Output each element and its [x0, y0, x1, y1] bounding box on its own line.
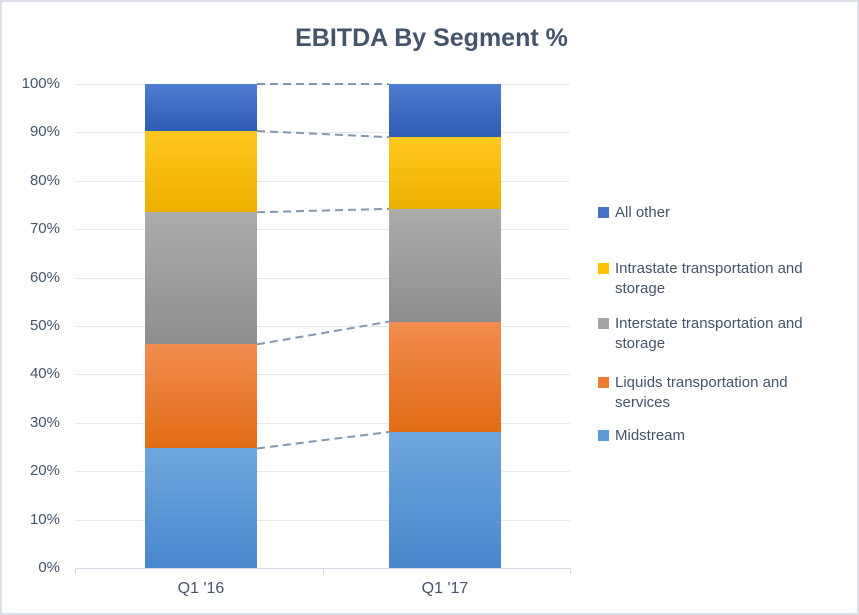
- gridline: [75, 471, 570, 473]
- legend-item: Intrastate transportation and storage: [598, 259, 843, 299]
- y-axis-label: 20%: [29, 462, 60, 480]
- connector-line: [256, 320, 390, 346]
- stacked-bar-q1-16: [145, 84, 257, 568]
- series-connector-lines: [256, 83, 390, 450]
- y-axis-label: 10%: [29, 510, 60, 528]
- y-axis-label: 80%: [29, 171, 60, 189]
- legend-label: All other: [615, 204, 671, 221]
- legend-swatch-icon: [598, 430, 609, 441]
- gridline: [75, 277, 570, 279]
- legend-swatch-icon: [598, 377, 609, 388]
- y-axis-label: 0%: [38, 559, 60, 576]
- axis-tick: [322, 568, 324, 574]
- bar-segment: [389, 321, 501, 432]
- bar-segment: [145, 212, 257, 345]
- legend-item: All other: [598, 203, 843, 223]
- gridline: [75, 229, 570, 231]
- gridline: [75, 180, 570, 182]
- bar-segment: [389, 208, 501, 322]
- legend-swatch-icon: [598, 207, 609, 218]
- stacked-bar-q1-17: [389, 84, 501, 568]
- legend-label: Liquids transportation and services: [615, 374, 788, 411]
- y-axis-label: 90%: [29, 123, 60, 141]
- chart-title: EBITDA By Segment %: [295, 24, 568, 52]
- y-axis-label: 50%: [29, 317, 60, 334]
- legend-label: Intrastate transportation and storage: [615, 260, 803, 297]
- y-axis-label: 30%: [29, 413, 60, 431]
- legend-label: Interstate transportation and storage: [615, 315, 803, 352]
- y-axis-label: 100%: [21, 75, 60, 92]
- x-axis-label: Q1 '17: [421, 580, 469, 597]
- bar-segment: [145, 344, 257, 449]
- legend-item: Liquids transportation and services: [598, 373, 843, 413]
- bar-segment: [145, 84, 257, 131]
- legend-swatch-icon: [598, 318, 609, 329]
- gridline: [75, 422, 570, 424]
- gridline: [75, 374, 570, 376]
- connector-line: [256, 207, 390, 214]
- connector-line: [256, 129, 390, 139]
- y-axis-label: 40%: [29, 365, 60, 383]
- y-axis-label: 70%: [29, 220, 60, 238]
- legend-item: Interstate transportation and storage: [598, 314, 843, 354]
- bar-segment: [389, 137, 501, 209]
- x-axis-label: Q1 '16: [177, 580, 225, 597]
- legend-item: Midstream: [598, 426, 843, 446]
- connector-line: [256, 431, 390, 450]
- legend-label: Midstream: [615, 427, 686, 444]
- bar-segment: [145, 130, 257, 213]
- gridline: [75, 132, 570, 134]
- y-axis-label: 60%: [29, 268, 60, 286]
- bar-segment: [389, 432, 501, 568]
- axis-tick: [570, 568, 571, 574]
- plot-area: [75, 83, 571, 574]
- gridline: [75, 519, 570, 521]
- bar-segment: [389, 84, 501, 138]
- gridline: [75, 326, 570, 327]
- legend-swatch-icon: [598, 263, 609, 274]
- bar-segment: [145, 448, 257, 568]
- axis-tick: [75, 568, 76, 574]
